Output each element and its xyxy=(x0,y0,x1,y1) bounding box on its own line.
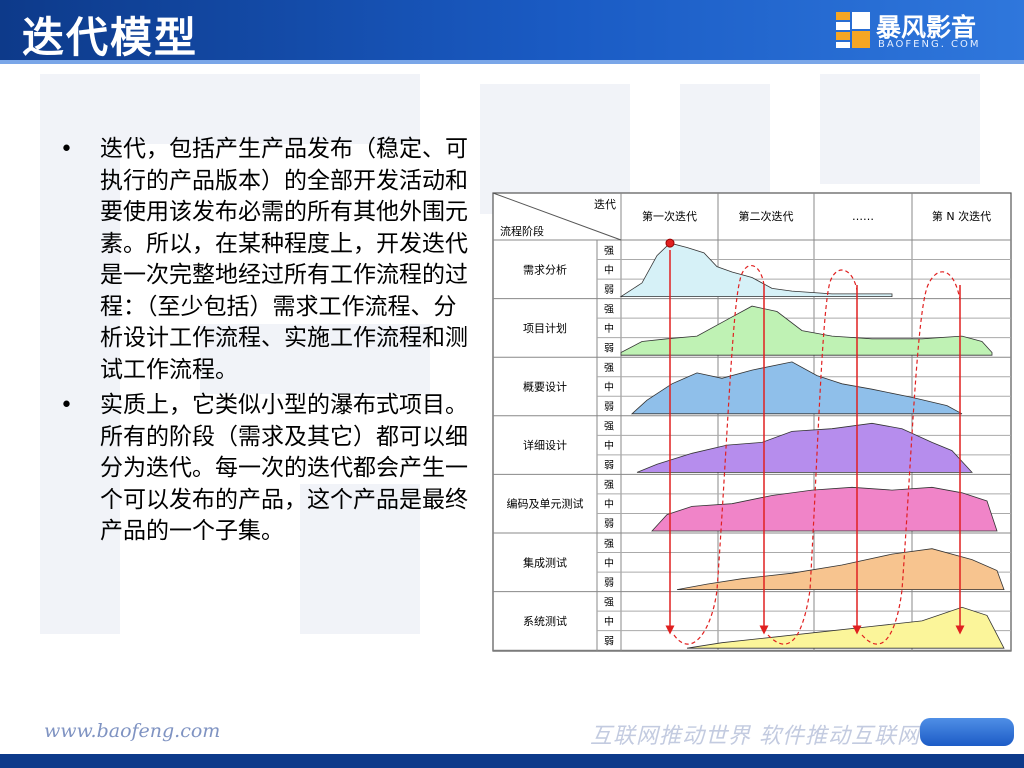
activity-curve-1 xyxy=(619,242,893,297)
iteration-diagram: 迭代 流程阶段 第一次迭代 第二次迭代 …… 第 N 次迭代 需求分析项目计划概要设计… xyxy=(492,192,1012,652)
activity-curves xyxy=(619,238,1005,649)
activity-curve-7 xyxy=(686,606,1005,649)
header-divider xyxy=(0,60,1024,64)
corner-top-label: 迭代 xyxy=(594,198,616,211)
level-label: 中 xyxy=(604,498,614,511)
phase-label: 项目计划 xyxy=(523,322,567,335)
level-label: 弱 xyxy=(604,284,614,296)
bullet-dot-icon: • xyxy=(60,137,73,162)
footer-url: www.baofeng.com xyxy=(44,720,221,742)
phase-label: 编码及单元测试 xyxy=(507,497,584,511)
logo-subtitle: BAOFENG. COM xyxy=(878,39,981,50)
iteration-label: 第 N 次迭代 xyxy=(932,209,991,223)
footer-bar xyxy=(0,754,1024,768)
footer-slogan: 互联网推动世界 软件推动互联网 xyxy=(590,724,920,749)
iteration-loop-arrow xyxy=(767,269,858,645)
level-label: 强 xyxy=(604,245,614,257)
level-label: 中 xyxy=(604,381,614,394)
phase-label: 集成测试 xyxy=(523,555,567,569)
level-label: 强 xyxy=(604,596,614,608)
activity-curve-6 xyxy=(676,548,1005,590)
iteration-label: 第二次迭代 xyxy=(739,209,794,223)
footer-decoration xyxy=(920,718,1014,746)
level-label: 弱 xyxy=(604,635,614,647)
iteration-label: …… xyxy=(852,210,874,223)
phase-label: 系统测试 xyxy=(523,615,567,628)
slide-title: 迭代模型 xyxy=(22,13,199,62)
iteration-label: 第一次迭代 xyxy=(642,209,697,223)
activity-curve-2 xyxy=(620,305,993,356)
brand-logo: 暴风影音 BAOFENG. COM xyxy=(836,10,996,52)
header-bar xyxy=(0,0,1024,60)
bullet-item: • 迭代，包括产生产品发布（稳定、可执行的产品版本）的全部开发活动和要使用该发布… xyxy=(56,134,476,386)
level-label: 强 xyxy=(604,303,614,315)
level-label: 强 xyxy=(604,421,614,433)
phase-label: 详细设计 xyxy=(523,438,567,452)
level-label: 强 xyxy=(604,362,614,374)
iteration-arrows xyxy=(665,250,965,645)
activity-curve-4 xyxy=(636,422,973,473)
corner-bottom-label: 流程阶段 xyxy=(500,224,544,238)
iteration-loop-arrow xyxy=(861,271,961,645)
start-dot xyxy=(665,238,675,248)
level-label: 强 xyxy=(604,479,614,491)
activity-curve-5 xyxy=(651,486,998,532)
level-label: 弱 xyxy=(604,518,614,530)
logo-name: 暴风影音 xyxy=(876,13,977,42)
bullet-item: • 实质上，它类似小型的瀑布式项目。所有的阶段（需求及其它）都可以细分为迭代。每… xyxy=(56,390,476,548)
iteration-loop-arrow xyxy=(673,265,765,645)
phase-label: 概要设计 xyxy=(523,381,567,394)
level-label: 强 xyxy=(604,538,614,550)
level-label: 弱 xyxy=(604,401,614,413)
iteration-header-labels: 第一次迭代 第二次迭代 …… 第 N 次迭代 xyxy=(642,209,991,223)
baofeng-logo-icon xyxy=(836,12,870,48)
bullet-dot-icon: • xyxy=(60,393,73,418)
level-label: 中 xyxy=(604,439,614,452)
level-label: 中 xyxy=(604,322,614,335)
level-label: 弱 xyxy=(604,342,614,354)
background-watermark xyxy=(40,74,980,634)
level-label: 弱 xyxy=(604,460,614,472)
bullet-list: • 迭代，包括产生产品发布（稳定、可执行的产品版本）的全部开发活动和要使用该发布… xyxy=(56,134,476,548)
level-label: 中 xyxy=(604,263,614,276)
phase-label: 需求分析 xyxy=(523,262,567,276)
level-label: 中 xyxy=(604,615,614,628)
bullet-text: 迭代，包括产生产品发布（稳定、可执行的产品版本）的全部开发活动和要使用该发布必需… xyxy=(100,136,468,383)
level-label: 弱 xyxy=(604,577,614,589)
level-label: 中 xyxy=(604,556,614,569)
corner-diagonal xyxy=(492,192,622,241)
activity-curve-3 xyxy=(630,361,963,415)
bullet-text: 实质上，它类似小型的瀑布式项目。所有的阶段（需求及其它）都可以细分为迭代。每一次… xyxy=(100,392,468,544)
